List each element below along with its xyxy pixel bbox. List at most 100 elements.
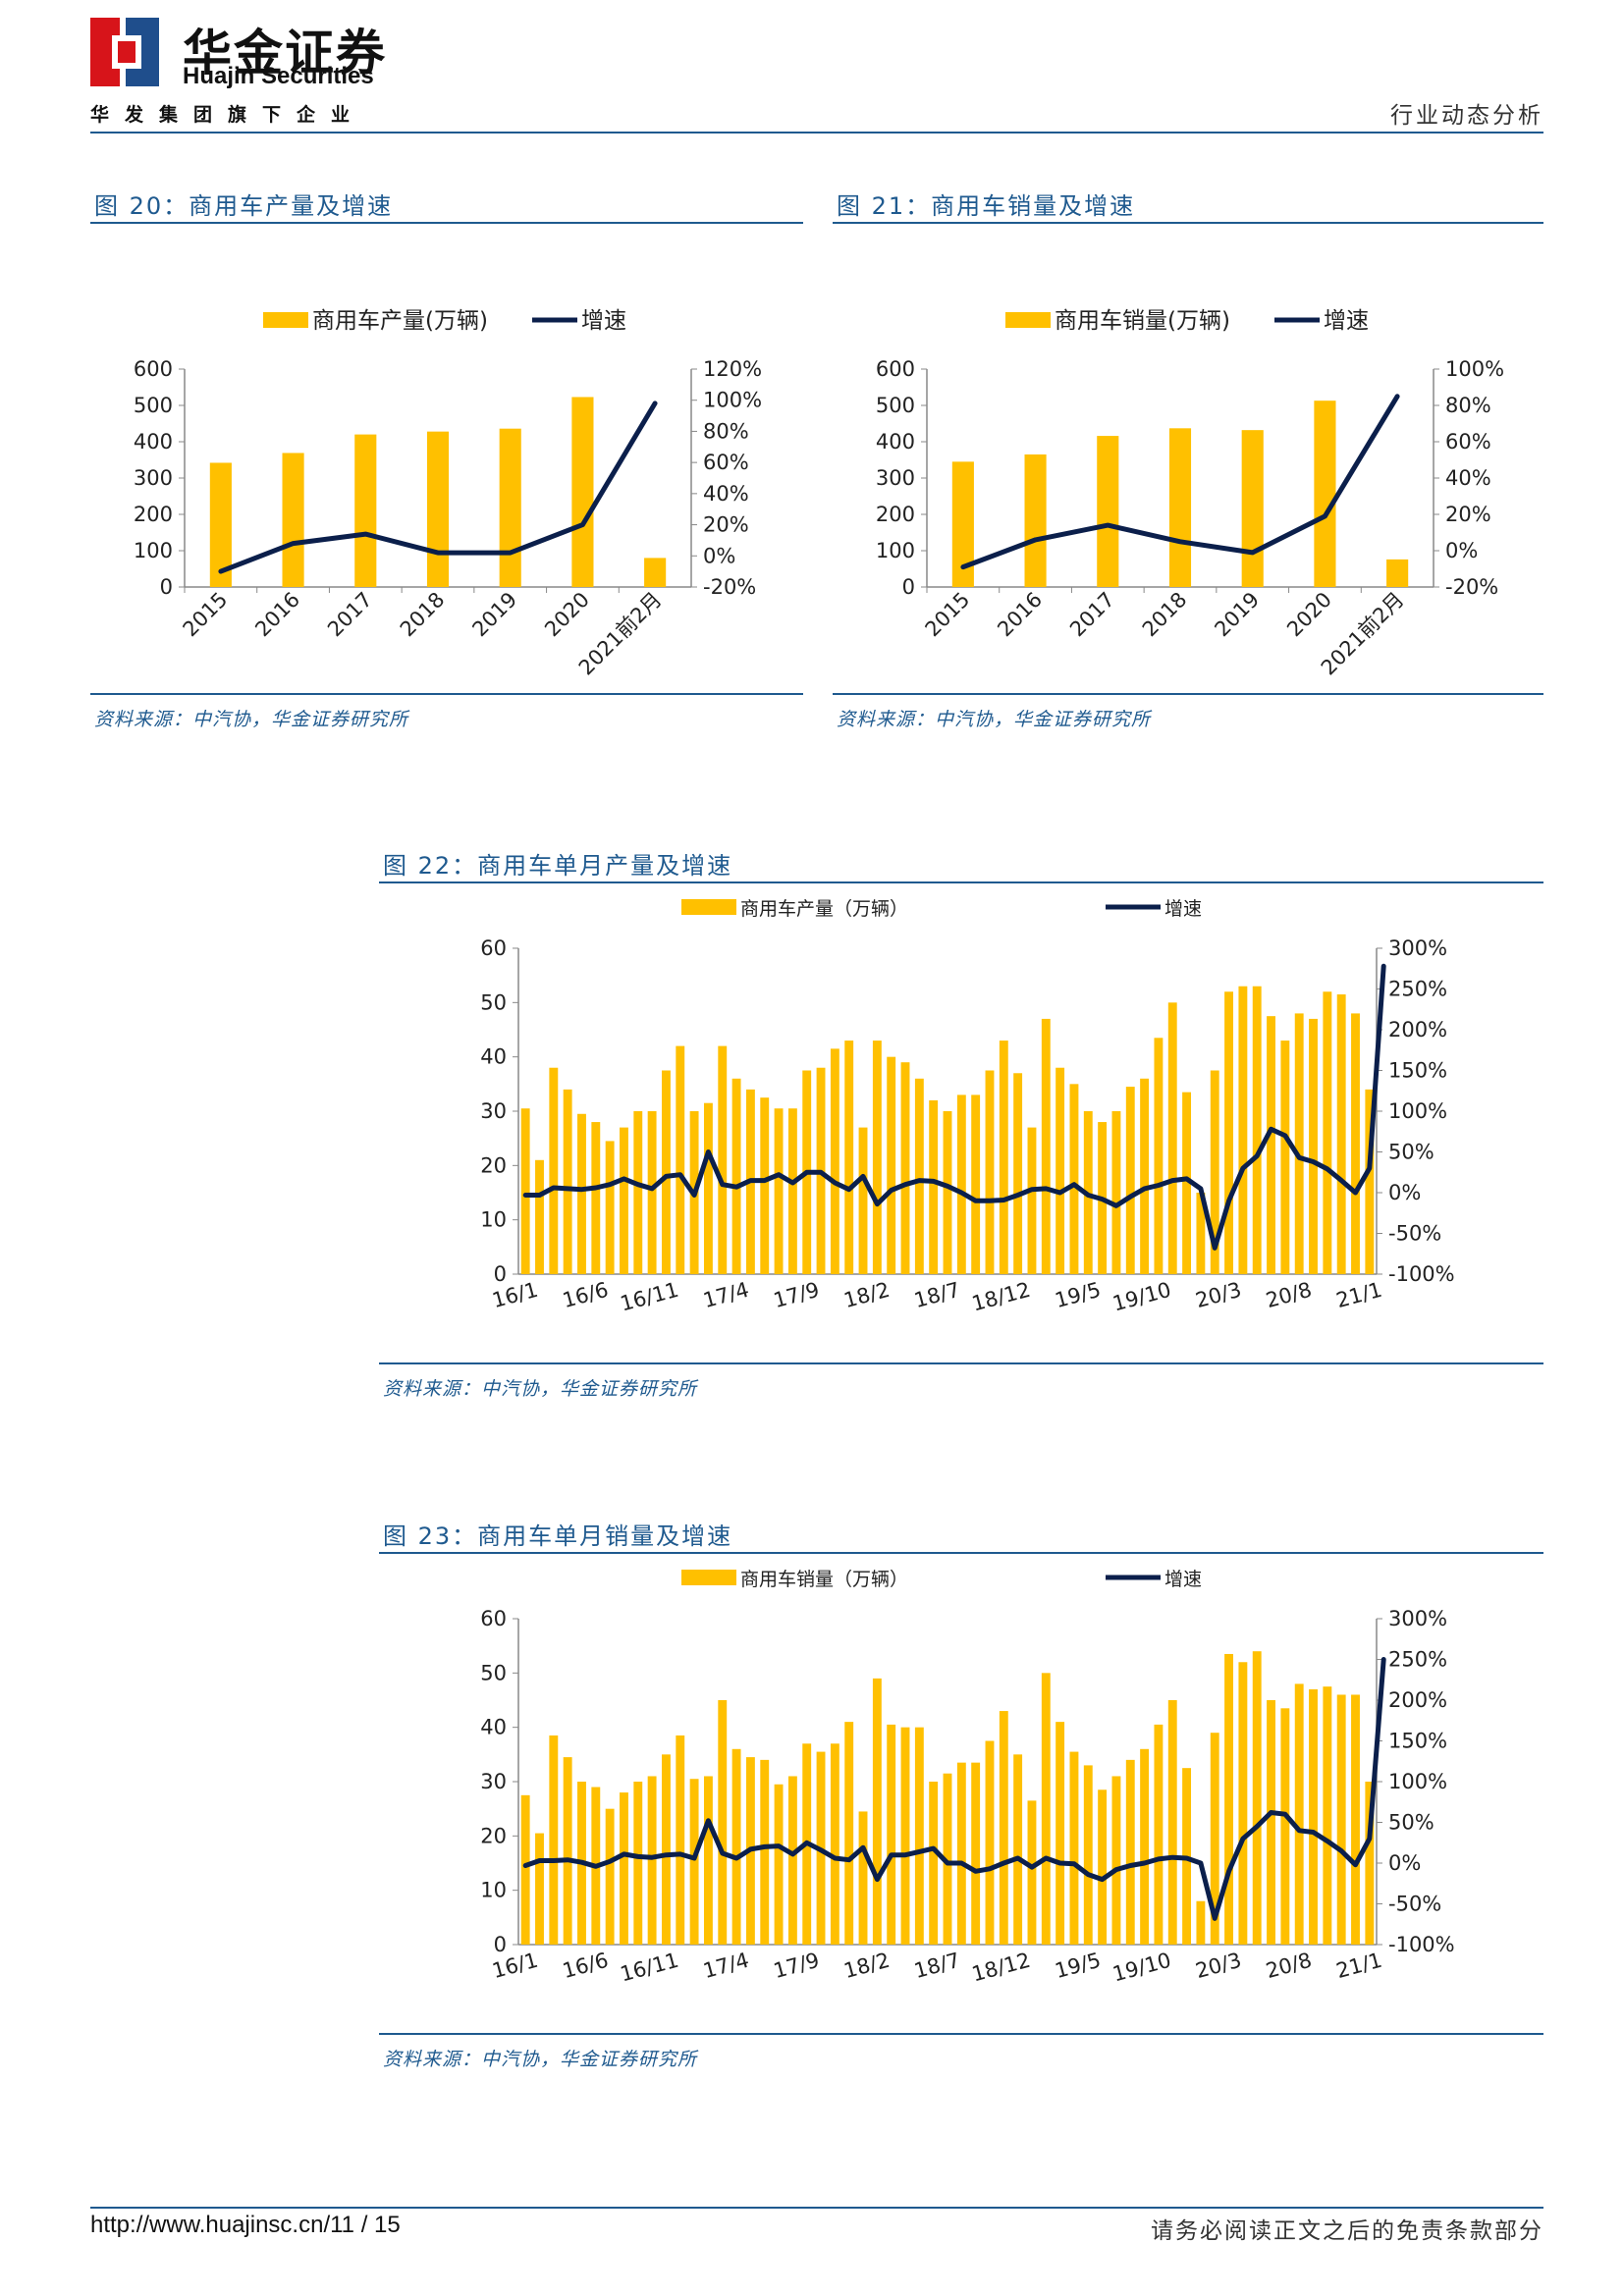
- right-axis-tick-label: 150%: [1388, 1730, 1447, 1753]
- bar: [1351, 1013, 1360, 1274]
- right-axis-tick-label: 120%: [703, 357, 762, 381]
- legend-line-label: 增速: [1324, 308, 1369, 334]
- bar: [577, 1113, 586, 1274]
- bar: [426, 431, 450, 587]
- bar: [1238, 1662, 1248, 1945]
- bar: [644, 558, 667, 587]
- left-axis-tick-label: 50: [480, 990, 507, 1014]
- bar: [1111, 1776, 1121, 1945]
- x-axis-label: 21/1: [1333, 1949, 1384, 1983]
- bar: [535, 1159, 544, 1274]
- right-axis-tick-label: 20%: [703, 513, 749, 537]
- right-axis-tick-label: 300%: [1388, 936, 1447, 960]
- bar: [914, 1078, 924, 1274]
- bar: [985, 1070, 995, 1274]
- legend-bar-label: 商用车产量（万辆）: [740, 898, 908, 920]
- bar: [549, 1067, 559, 1274]
- bar: [971, 1762, 981, 1945]
- header-divider: [90, 132, 1543, 133]
- left-axis-tick-label: 20: [480, 1824, 507, 1847]
- bar: [591, 1122, 601, 1274]
- bar: [676, 1735, 685, 1945]
- growth-line: [218, 400, 658, 574]
- chart-production-annual: 商用车产量(万辆) 增速 0 100 200 300 400 500 600 -20% 0% 20% 4…: [134, 308, 762, 679]
- bar: [676, 1045, 685, 1274]
- bar: [1267, 1700, 1275, 1945]
- right-axis-tick-label: 0%: [1445, 539, 1478, 562]
- x-axis-label: 2019: [1210, 588, 1264, 642]
- bar: [830, 1743, 839, 1945]
- bar: [1069, 1751, 1079, 1945]
- bar: [900, 1727, 910, 1945]
- bar: [1111, 1111, 1121, 1274]
- legend-bar-label: 商用车产量(万辆): [312, 308, 488, 334]
- right-axis-tick-label: -50%: [1388, 1222, 1441, 1246]
- left-axis-tick-label: 0: [902, 575, 915, 599]
- bar: [1041, 1018, 1051, 1274]
- figure-21: 图 21：商用车销量及增速 商用车销量(万辆) 增速 0 100 200 300 400 50…: [833, 187, 1543, 736]
- bar: [858, 1127, 868, 1274]
- bar: [943, 1111, 952, 1274]
- bar: [1323, 1686, 1332, 1945]
- bar: [1154, 1724, 1164, 1945]
- bar: [520, 1794, 530, 1945]
- left-axis-tick-label: 20: [480, 1153, 507, 1177]
- bar: [633, 1782, 643, 1945]
- x-axis-label: 16/11: [618, 1278, 681, 1316]
- figure-23: 图 23：商用车单月销量及增速 商用车销量（万辆） 增速 0 10 20 30 40 50 60…: [379, 1517, 1543, 2070]
- right-axis-tick-label: 250%: [1388, 1648, 1447, 1672]
- x-axis-label: 17/9: [771, 1278, 822, 1312]
- bar: [929, 1782, 939, 1945]
- x-axis-label: 2017: [1065, 588, 1119, 642]
- right-axis-tick-label: 100%: [1388, 1099, 1447, 1123]
- left-axis-tick-label: 100: [134, 539, 173, 562]
- bar: [1196, 1193, 1206, 1274]
- x-axis-label: 2020: [540, 588, 594, 642]
- right-axis-tick-label: 80%: [703, 419, 749, 443]
- right-axis-tick-label: 60%: [703, 451, 749, 474]
- x-axis-label: 18/7: [912, 1949, 963, 1983]
- section-title: 行业动态分析: [1390, 103, 1543, 129]
- bar: [971, 1095, 981, 1274]
- bar: [951, 461, 974, 587]
- bar: [1168, 428, 1192, 587]
- figure-source-rule: [833, 693, 1543, 695]
- bar: [1224, 1653, 1233, 1945]
- bar: [760, 1097, 770, 1274]
- x-axis-label: 19/5: [1053, 1949, 1104, 1983]
- bar: [647, 1776, 657, 1945]
- bar: [999, 1711, 1008, 1945]
- bar: [499, 428, 521, 587]
- left-axis-tick-label: 100: [876, 539, 915, 562]
- bar: [999, 1041, 1008, 1274]
- bar: [549, 1735, 559, 1945]
- bar: [1013, 1073, 1023, 1274]
- x-axis-label: 20/3: [1193, 1949, 1244, 1983]
- left-axis-tick-label: 50: [480, 1661, 507, 1684]
- bar: [1083, 1765, 1093, 1945]
- left-axis-tick-label: 60: [480, 1607, 507, 1630]
- x-axis-label: 19/10: [1110, 1949, 1174, 1987]
- left-axis-tick-label: 0: [494, 1933, 507, 1956]
- x-axis-label: 19/10: [1110, 1278, 1174, 1316]
- left-axis-tick-label: 200: [134, 503, 173, 526]
- bar: [844, 1722, 854, 1945]
- x-axis-label: 2016: [993, 588, 1047, 642]
- figure-title: 图 22：商用车单月产量及增速: [383, 852, 733, 880]
- growth-line: [960, 394, 1400, 570]
- left-axis-tick-label: 30: [480, 1770, 507, 1793]
- legend-line-label: 增速: [581, 308, 626, 334]
- bar: [787, 1776, 797, 1945]
- figure-title: 图 23：商用车单月销量及增速: [383, 1522, 733, 1550]
- bar: [209, 462, 232, 587]
- bar: [1309, 1018, 1318, 1274]
- brand-name-en: Huajin Securities: [183, 63, 374, 89]
- bar: [1294, 1013, 1304, 1274]
- x-axis-label: 16/6: [560, 1278, 611, 1312]
- x-axis-label: 17/9: [771, 1949, 822, 1983]
- right-axis-tick-label: 200%: [1388, 1018, 1447, 1041]
- bar: [1336, 994, 1346, 1274]
- right-axis-tick-label: -50%: [1388, 1893, 1441, 1916]
- bar: [1238, 986, 1248, 1274]
- figure-source: 资料来源：中汽协，华金证券研究所: [837, 709, 1152, 730]
